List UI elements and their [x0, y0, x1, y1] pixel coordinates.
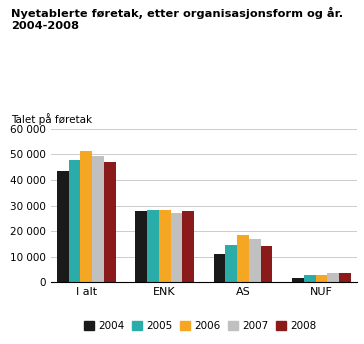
Bar — [68, 160, 80, 282]
Bar — [339, 273, 351, 282]
Bar — [225, 245, 237, 282]
Bar — [104, 162, 116, 282]
Bar — [214, 254, 225, 282]
Bar — [304, 276, 316, 282]
Bar — [57, 171, 68, 282]
Bar — [261, 246, 272, 282]
Text: Nyetablerte føretak, etter organisasjonsform og år.
2004-2008: Nyetablerte føretak, etter organisasjons… — [11, 7, 343, 31]
Bar — [292, 278, 304, 282]
Bar — [316, 276, 327, 282]
Bar — [170, 213, 182, 282]
Bar — [80, 151, 92, 282]
Bar — [159, 209, 170, 282]
Text: Talet på føretak: Talet på føretak — [11, 114, 92, 126]
Bar — [147, 210, 159, 282]
Bar — [135, 211, 147, 282]
Legend: 2004, 2005, 2006, 2007, 2008: 2004, 2005, 2006, 2007, 2008 — [79, 317, 321, 335]
Bar — [327, 273, 339, 282]
Bar — [249, 239, 261, 282]
Bar — [182, 211, 194, 282]
Bar — [92, 156, 104, 282]
Bar — [237, 235, 249, 282]
